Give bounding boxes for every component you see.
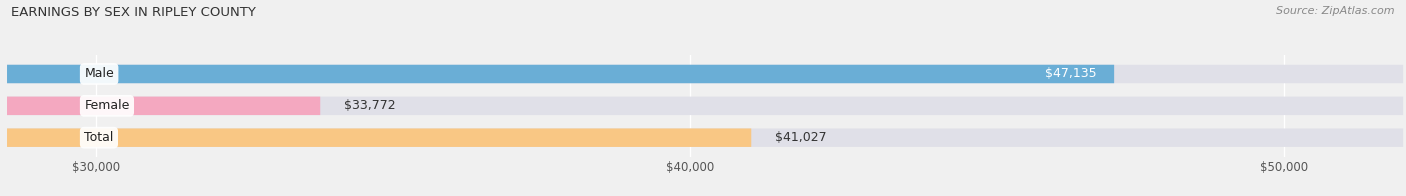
FancyBboxPatch shape — [7, 65, 1403, 83]
Text: $33,772: $33,772 — [344, 99, 395, 112]
FancyBboxPatch shape — [7, 128, 1403, 147]
Text: $41,027: $41,027 — [775, 131, 827, 144]
FancyBboxPatch shape — [7, 65, 1114, 83]
Text: Female: Female — [84, 99, 129, 112]
Text: EARNINGS BY SEX IN RIPLEY COUNTY: EARNINGS BY SEX IN RIPLEY COUNTY — [11, 6, 256, 19]
FancyBboxPatch shape — [7, 97, 321, 115]
Text: Source: ZipAtlas.com: Source: ZipAtlas.com — [1277, 6, 1395, 16]
Text: Total: Total — [84, 131, 114, 144]
Text: Male: Male — [84, 67, 114, 81]
Text: $47,135: $47,135 — [1045, 67, 1097, 81]
FancyBboxPatch shape — [7, 97, 1403, 115]
FancyBboxPatch shape — [7, 128, 751, 147]
